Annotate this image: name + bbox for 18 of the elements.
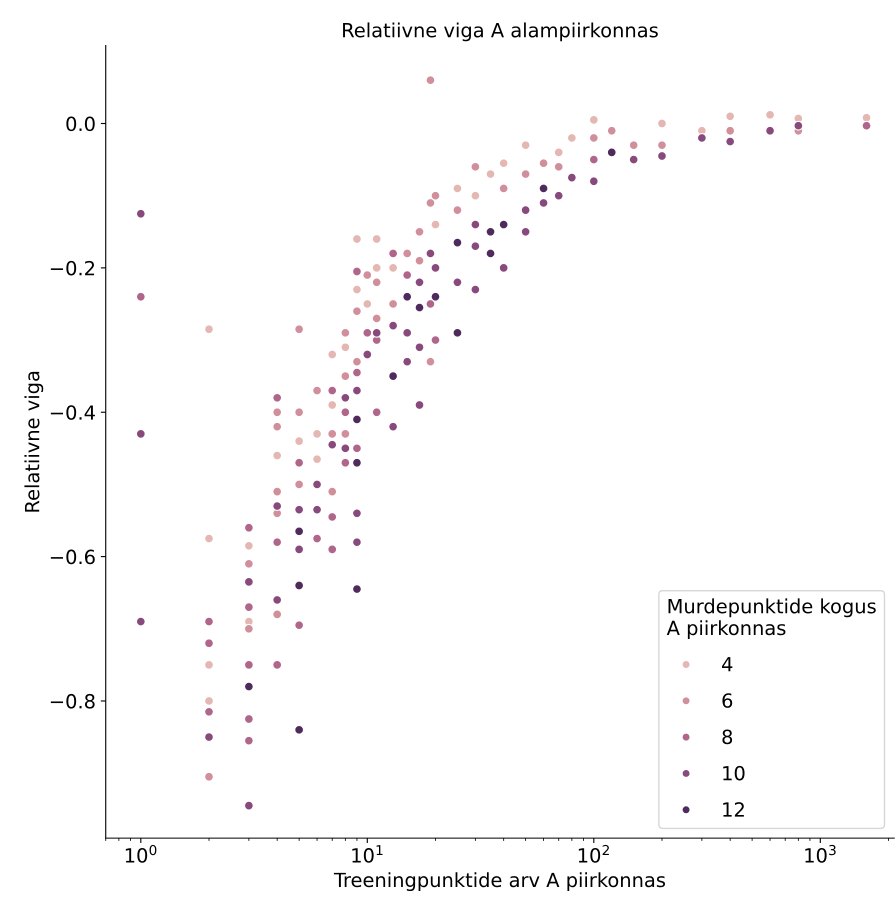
y-tick-label: −0.6	[50, 550, 95, 564]
y-tick-label: −0.2	[50, 260, 94, 276]
x-tick-label: 10$^{0}$	[126, 844, 156, 863]
legend-label: 12	[723, 802, 744, 817]
legend-label: 4	[722, 657, 732, 672]
x-tick-label: 10$^{3}$	[805, 844, 836, 863]
y-tick-label: 0.0	[66, 116, 95, 132]
legend-title: Murdepunktide kogus A piirkonnas	[666, 598, 876, 640]
y-axis-title: Relatiivne viga	[24, 372, 44, 512]
x-axis-title: Treeningpunktide arv A piirkonnas	[334, 872, 666, 892]
legend-label: 8	[722, 730, 732, 744]
x-tick-label: 10$^{2}$	[578, 844, 609, 863]
legend-label: 6	[722, 693, 732, 708]
legend-label: 10	[723, 766, 745, 781]
y-tick-label: −0.4	[50, 405, 95, 420]
chart-title: Relatiivne viga A alampiirkonnas	[343, 22, 658, 42]
x-tick-label: 10$^{1}$	[352, 845, 383, 863]
y-tick-label: −0.8	[50, 694, 95, 709]
